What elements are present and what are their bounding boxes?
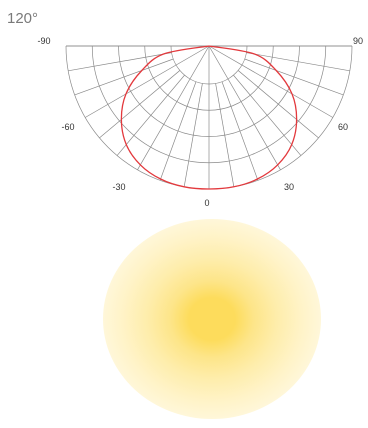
angle-tick-label: 60: [338, 122, 348, 132]
grid-spoke: [84, 45, 210, 118]
angle-tick-label: 0: [204, 198, 209, 208]
light-spot-preview: [103, 219, 321, 419]
angle-tick-label: -60: [61, 122, 74, 132]
angle-tick-label: -30: [112, 182, 125, 192]
grid-spoke: [233, 74, 302, 156]
angle-tick-label: 30: [284, 182, 294, 192]
grid-spoke: [237, 70, 319, 139]
grid-spoke: [208, 45, 281, 171]
polar-distribution-chart: -90 90 -60 60 -30 30 0: [37, 36, 363, 208]
angle-tick-label: 90: [353, 36, 363, 46]
grid-spoke: [183, 83, 203, 187]
grid-spoke: [116, 74, 185, 156]
grid-spoke: [99, 70, 181, 139]
grid-spoke: [246, 52, 350, 72]
grid-spoke: [215, 83, 235, 187]
intensity-curve: [120, 45, 298, 190]
angle-tick-label: -90: [37, 36, 50, 46]
grid-spoke: [74, 58, 174, 96]
grid-spoke: [68, 52, 172, 72]
grid-spoke: [208, 45, 334, 118]
grid-spoke: [244, 58, 344, 96]
grid-spoke: [137, 45, 210, 171]
beam-angle-label: 120°: [7, 10, 39, 27]
grid-spoke: [221, 81, 259, 181]
grid-spoke: [159, 81, 197, 181]
